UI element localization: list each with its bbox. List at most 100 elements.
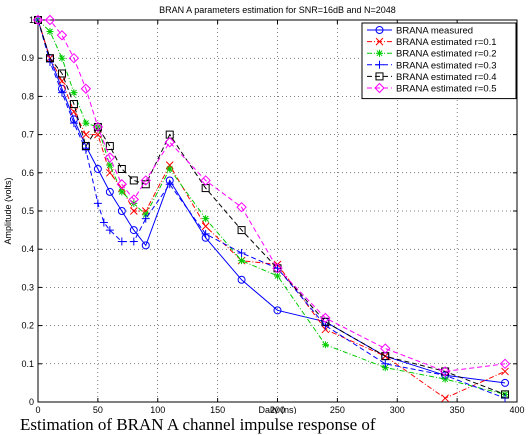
data-point [129, 207, 138, 215]
legend-entry: BRANA estimated r=0.1 [367, 37, 497, 48]
data-point [93, 199, 102, 208]
legend-marker [374, 82, 385, 94]
data-point [56, 30, 68, 41]
data-point [104, 152, 116, 163]
data-point [118, 188, 126, 196]
legend-marker [376, 49, 383, 57]
data-point [128, 194, 140, 205]
legend-label: BRANA estimated r=0.5 [396, 84, 497, 95]
data-point [201, 229, 210, 238]
data-point [93, 122, 102, 131]
y-tick-label: 0.5 [21, 206, 34, 216]
data-point [141, 214, 150, 223]
data-point [237, 249, 246, 258]
data-point [380, 343, 391, 354]
data-point [237, 275, 246, 284]
legend-marker [375, 37, 384, 46]
data-point [141, 241, 150, 250]
data-point [320, 312, 331, 324]
series-line [37, 19, 506, 395]
data-point [201, 222, 210, 231]
y-tick-label: 0.4 [21, 244, 34, 254]
data-point [273, 306, 282, 315]
data-point [129, 176, 138, 185]
data-point [105, 187, 114, 196]
legend-label: BRANA estimated r=0.4 [396, 72, 497, 83]
data-point [117, 164, 126, 173]
data-point [44, 14, 56, 26]
data-point [32, 14, 44, 26]
data-point [129, 226, 138, 235]
data-point [70, 89, 78, 97]
data-point [274, 272, 281, 280]
x-tick-label: 0 [35, 405, 40, 414]
y-tick-label: 0.2 [21, 321, 34, 331]
data-point [80, 83, 92, 94]
y-tick-label: 1 [29, 15, 34, 25]
x-tick-label: 200 [270, 405, 285, 414]
data-point [105, 226, 114, 235]
data-point [116, 179, 128, 190]
x-tick-label: 350 [450, 405, 465, 414]
data-point [441, 394, 450, 403]
data-point [166, 165, 174, 173]
figure-caption: Estimation of BRAN A channel impulse res… [20, 415, 376, 434]
legend-entry: BRANA estimated r=0.5 [367, 82, 497, 95]
data-point [70, 107, 78, 116]
x-tick-label: 150 [210, 405, 225, 414]
y-tick-label: 0.8 [21, 91, 34, 101]
y-tick-label: 0.1 [21, 359, 34, 369]
data-point [57, 88, 66, 97]
legend-label: BRANA measured [396, 26, 473, 37]
legend-label: BRANA estimated r=0.1 [396, 37, 497, 48]
legend-label: BRANA estimated r=0.3 [396, 60, 497, 71]
data-point [501, 378, 510, 387]
x-axis-label: Daily (ns) [258, 405, 296, 414]
axis-ticks: 0 50 100 150 200 250 300 350 400 0 0.1 0.2 0.3 0.4 0.5… [21, 15, 524, 414]
legend-entry: BRANA estimated r=0.4 [367, 72, 497, 83]
x-tick-label: 100 [150, 405, 165, 414]
data-point [46, 27, 54, 35]
data-point [164, 137, 175, 148]
data-point [272, 263, 283, 274]
x-tick-label: 400 [509, 405, 524, 414]
data-point [321, 341, 329, 349]
data-point [82, 130, 90, 139]
data-point [236, 201, 247, 213]
y-tick-label: 0.9 [21, 53, 34, 63]
data-point [501, 390, 510, 399]
y-tick-label: 0 [29, 397, 34, 407]
data-point [238, 257, 246, 265]
data-point [94, 130, 102, 139]
legend-label: BRANA estimated r=0.2 [396, 49, 497, 60]
data-point [69, 100, 78, 109]
data-point [200, 175, 211, 186]
line-chart: BRAN A parameters estimation for SNR=16d… [3, 5, 525, 414]
data-point [165, 180, 174, 189]
legend-marker [375, 60, 384, 69]
series-line [38, 19, 506, 372]
data-point [81, 142, 90, 151]
data-point [92, 121, 104, 133]
y-axis-label: Amplitude (volts) [3, 177, 13, 244]
data-point [69, 119, 78, 128]
data-point [140, 175, 151, 186]
data-point [202, 215, 210, 223]
data-point [106, 161, 114, 169]
data-point [105, 142, 114, 151]
data-point [273, 264, 282, 273]
x-tick-label: 250 [330, 405, 345, 414]
data-point [99, 218, 108, 227]
data-point [57, 69, 66, 78]
legend-box [361, 22, 517, 100]
data-point [117, 207, 126, 215]
y-tick-label: 0.7 [21, 130, 34, 140]
chart-title: BRAN A parameters estimation for SNR=16d… [159, 5, 396, 15]
series-5 [34, 16, 510, 399]
data-point [45, 54, 54, 63]
data-point [499, 358, 511, 370]
data-point [58, 54, 66, 62]
legend-marker [375, 26, 384, 34]
legend-entry: BRANA estimated r=0.2 [367, 49, 497, 60]
